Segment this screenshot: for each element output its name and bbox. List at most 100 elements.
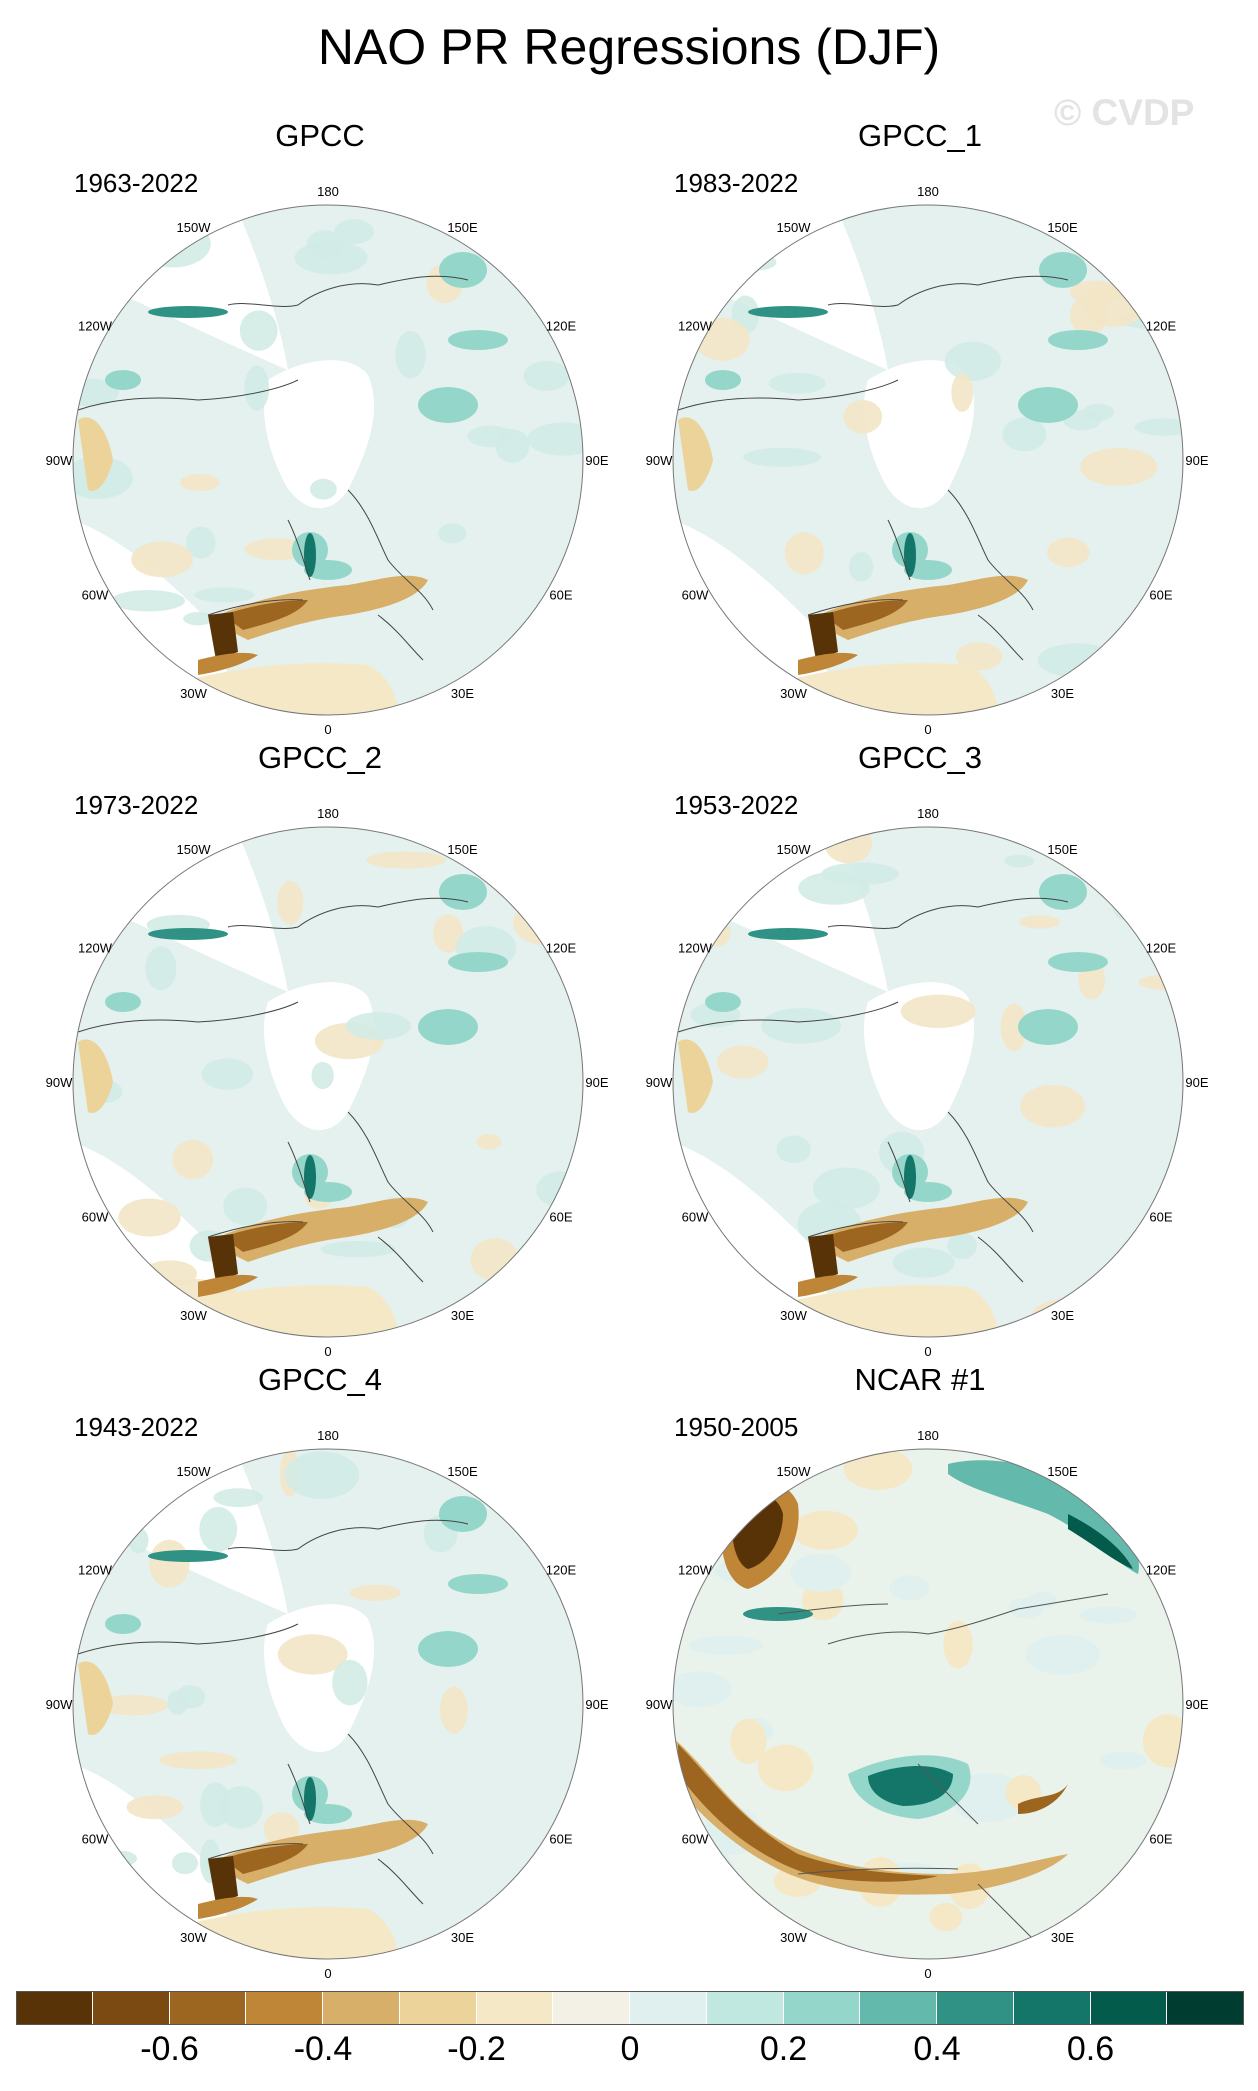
colorbar-segment [937,1991,1014,2025]
polar-map: 180 150E 120E 90E 60E 30E 0 30W 60W 90W 120W 150W [646,806,1209,1359]
colorbar-tick-label: 0.4 [913,2030,961,2068]
longitude-label: 150W [177,1464,212,1479]
map-panel-gpcc-3: GPCC_3 1953-2022 180 150E 120E 90E 60E 30E 0 30… [640,740,1209,1380]
colorbar-segment [630,1991,707,2025]
longitude-label: 30E [1051,1930,1074,1945]
longitude-label: 120E [1146,941,1177,956]
colorbar-segment [323,1991,400,2025]
longitude-label: 150W [177,842,212,857]
longitude-label: 60E [1149,1832,1172,1847]
longitude-label: 60E [1149,1210,1172,1225]
panel-title: GPCC_3 [857,740,983,775]
polar-map: 180 150E 120E 90E 60E 30E 0 30W 60W 90W 120W 150W [46,184,609,737]
longitude-label: 0 [324,722,331,737]
longitude-label: 150W [777,842,812,857]
longitude-label: 60W [682,1210,709,1225]
longitude-label: 60E [549,1210,572,1225]
longitude-label: 90W [646,1075,673,1090]
longitude-label: 90E [585,453,608,468]
colorbar-segment [553,1991,630,2025]
panel-period: 1963-2022 [74,168,199,198]
panel-title: GPCC [275,118,365,153]
longitude-label: 0 [324,1344,331,1359]
colorbar-segment [860,1991,937,2025]
longitude-label: 150W [777,220,812,235]
polar-map: 180 150E 120E 90E 60E 30E 0 30W 60W 90W 120W 150W [646,1428,1209,1981]
longitude-label: 90E [1185,1075,1208,1090]
longitude-label: 30E [1051,686,1074,701]
longitude-label: 180 [317,806,339,821]
colorbar-tick-label: 0 [620,2030,640,2068]
longitude-label: 0 [324,1966,331,1981]
longitude-label: 90E [585,1697,608,1712]
colorbar-tick-label: -0.4 [293,2030,353,2068]
longitude-label: 0 [924,1344,931,1359]
colorbar-tick-label: -0.6 [140,2030,199,2068]
colorbar-segment [169,1991,247,2025]
longitude-label: 120E [546,941,577,956]
polar-map: 180 150E 120E 90E 60E 30E 0 30W 60W 90W 120W 150W [46,806,609,1359]
longitude-label: 120W [678,1563,713,1578]
longitude-label: 30E [451,1930,474,1945]
longitude-label: 30E [1051,1308,1074,1323]
panel-period: 1943-2022 [74,1412,199,1442]
longitude-label: 150E [1047,842,1078,857]
panel-title: GPCC_4 [257,1362,383,1397]
panel-title: GPCC_2 [257,740,383,775]
longitude-label: 30E [451,1308,474,1323]
longitude-label: 120E [1146,319,1177,334]
map-panel-gpcc-1: GPCC_1 1983-2022 180 150E 120E 90E 60E 30E 0 30… [640,118,1209,758]
polar-map: 180 150E 120E 90E 60E 30E 0 30W 60W 90W 120W 150W [646,184,1209,737]
longitude-label: 120E [546,319,577,334]
longitude-label: 120W [78,941,113,956]
longitude-label: 60W [82,588,109,603]
colorbar-segment [706,1991,784,2025]
longitude-label: 180 [317,184,339,199]
longitude-label: 30W [780,1308,807,1323]
panel-period: 1983-2022 [674,168,799,198]
longitude-label: 30W [780,686,807,701]
polar-map: 180 150E 120E 90E 60E 30E 0 30W 60W 90W 120W 150W [46,1428,609,1981]
longitude-label: 120W [678,941,713,956]
longitude-label: 180 [917,1428,939,1443]
panel-title: GPCC_1 [857,118,983,153]
cvdp-watermark: © CVDP [1054,92,1195,133]
colorbar-tick-label: 0.6 [1066,2030,1115,2068]
map-panel-ncar-1: NCAR #1 1950-2005 180 150E 120E 90E 60E 30E 0 3… [640,1362,1209,2002]
longitude-label: 120E [546,1563,577,1578]
longitude-label: 60E [549,1832,572,1847]
longitude-label: 90W [46,1075,73,1090]
map-panel-gpcc-4: GPCC_4 1943-2022 180 150E 120E 90E 60E 30E 0 30… [40,1362,609,2002]
panel-period: 1950-2005 [674,1412,799,1442]
longitude-label: 90E [1185,1697,1208,1712]
longitude-label: 150E [1047,1464,1078,1479]
colorbar-segment [92,1991,170,2025]
colorbar-segment [399,1991,477,2025]
longitude-label: 90E [585,1075,608,1090]
longitude-label: 150W [777,1464,812,1479]
colorbar-segment [246,1991,323,2025]
longitude-label: 150W [177,220,212,235]
longitude-label: 150E [447,842,478,857]
longitude-label: 60W [82,1832,109,1847]
longitude-label: 120W [678,319,713,334]
longitude-label: 60W [82,1210,109,1225]
longitude-label: 90W [646,1697,673,1712]
colorbar-segment [1013,1991,1091,2025]
longitude-label: 150E [447,1464,478,1479]
longitude-label: 30W [180,686,207,701]
longitude-label: 0 [924,1966,931,1981]
longitude-label: 150E [447,220,478,235]
longitude-label: 90E [1185,453,1208,468]
panel-period: 1973-2022 [74,790,199,820]
colorbar-frame [16,1991,1244,2025]
colorbar-segment [1090,1991,1168,2025]
longitude-label: 30W [180,1930,207,1945]
longitude-label: 60W [682,1832,709,1847]
colorbar-tick-label: -0.2 [447,2030,506,2068]
colorbar-tick-label: 0.2 [759,2030,808,2068]
longitude-label: 30W [180,1308,207,1323]
colorbar-segment [16,1991,93,2025]
longitude-label: 90W [646,453,673,468]
map-panel-gpcc-2: GPCC_2 1973-2022 180 150E 120E 90E 60E 30E 0 30… [40,740,609,1380]
